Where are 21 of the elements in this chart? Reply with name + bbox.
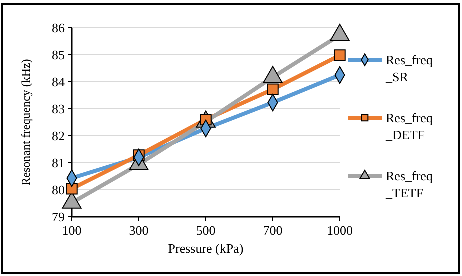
- point: [267, 84, 279, 96]
- x-tick-label: 300: [129, 223, 149, 238]
- point: [334, 50, 346, 62]
- legend-label: Res_freq_DETF: [385, 110, 434, 142]
- x-axis-title: Pressure (kPa): [168, 241, 244, 256]
- y-axis-title: Resonant frequency (kHz): [19, 59, 33, 186]
- point: [66, 183, 78, 195]
- y-tick-label: 80: [52, 182, 65, 198]
- legend-label: Res_freq_TETF: [385, 168, 434, 200]
- legend-label: Res_freq_SR: [385, 52, 434, 84]
- x-tick-label: 700: [263, 223, 283, 238]
- y-tick-label: 83: [52, 102, 65, 117]
- x-tick-label: 500: [196, 223, 216, 238]
- y-tick-label: 82: [52, 128, 65, 144]
- x-tick-label: 100: [62, 223, 82, 238]
- y-tick-label: 81: [52, 156, 65, 171]
- y-tick-label: 79: [52, 210, 65, 225]
- y-tick-label: 85: [52, 48, 65, 63]
- y-tick-label: 84: [52, 74, 66, 90]
- x-tick-label: 1000: [327, 223, 353, 238]
- y-tick-label: 86: [52, 20, 66, 36]
